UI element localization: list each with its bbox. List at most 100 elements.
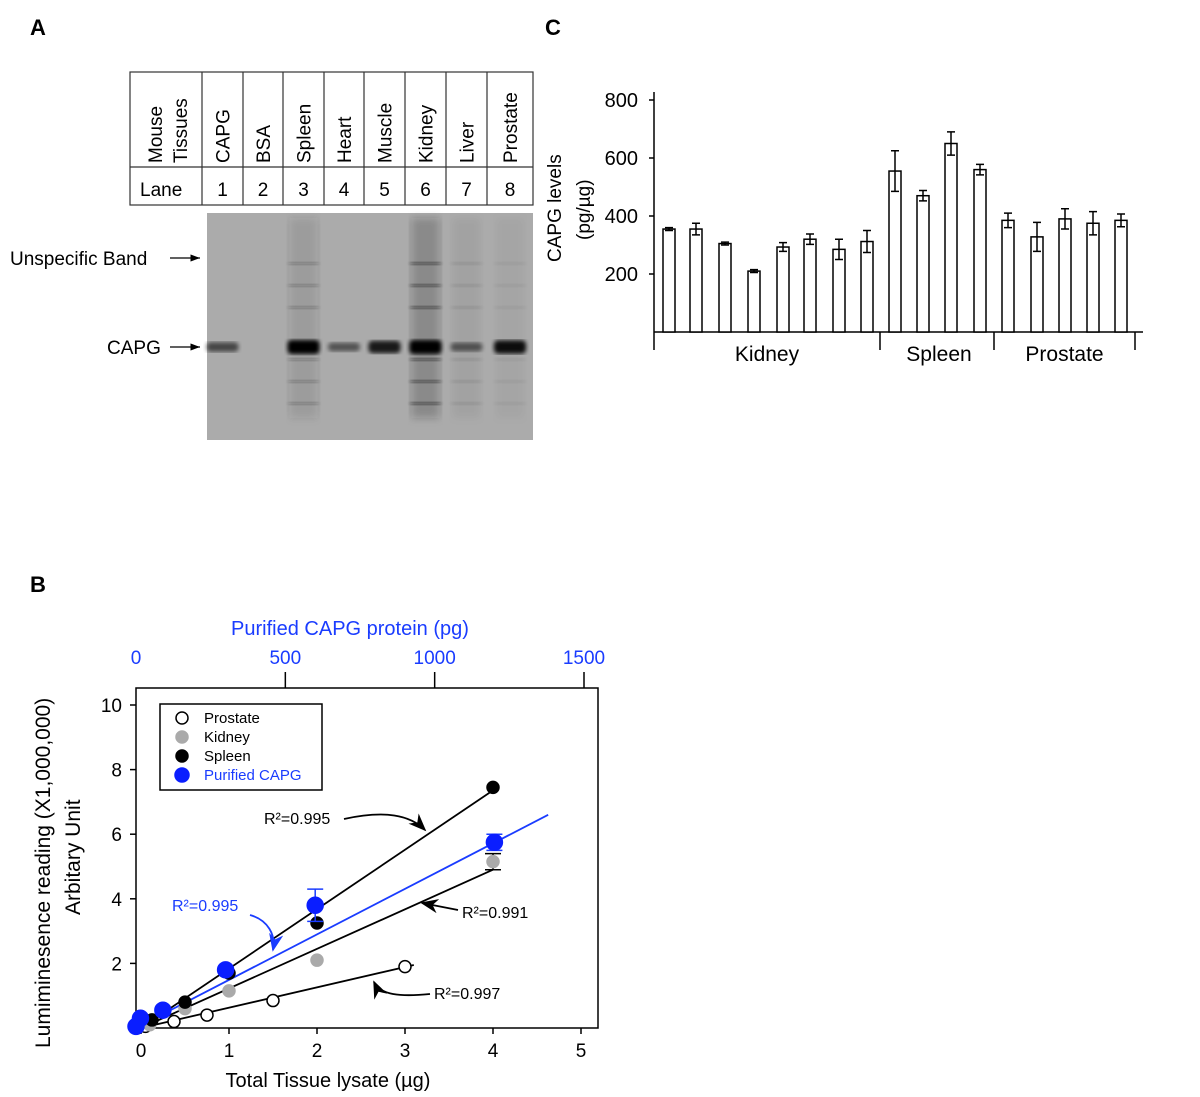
b-x2-tick-label: 0: [131, 648, 142, 669]
b-point-purified-capg: [154, 1001, 172, 1019]
b-y-tick-label: 4: [111, 890, 122, 911]
legend-label: Prostate: [204, 710, 260, 727]
b-annotation-arrow-icon: [420, 899, 459, 914]
c-bar: [832, 248, 846, 333]
c-y-tick-label: 200: [605, 264, 638, 286]
b-plot-frame: [135, 687, 599, 1029]
b-x-tick-label: 4: [488, 1041, 499, 1062]
b-x-tick-label: 2: [312, 1041, 323, 1062]
b-x-tick-label: 0: [136, 1041, 147, 1062]
blot-minor-band: [495, 306, 525, 309]
c-bar: [1001, 219, 1015, 333]
b-r2-annotation: R²=0.997: [434, 986, 500, 1003]
lane-tissue-label: CAPG: [214, 109, 235, 163]
western-blot-image: [206, 213, 533, 440]
blot-minor-band: [410, 380, 441, 383]
blot-minor-band: [451, 380, 482, 383]
capg-band-label: CAPG: [107, 338, 161, 359]
blot-minor-band: [451, 262, 482, 265]
c-y-tick-label: 800: [605, 90, 638, 112]
blot-minor-band: [495, 284, 525, 287]
legend-marker: [175, 711, 189, 725]
c-bar: [1058, 218, 1072, 333]
c-error-bar: [665, 226, 673, 232]
lane-number: 3: [298, 180, 309, 201]
c-ylabel-1: CAPG levels: [545, 154, 566, 262]
lane-tissue-label: Spleen: [295, 104, 316, 163]
bar-chart-capg-levels: CAPG levels (pg/µg) 200 400 600 800 Kidney Sp…: [545, 90, 1143, 366]
b-x2-tick-label: 1500: [563, 648, 605, 669]
c-group-label: Spleen: [906, 343, 971, 366]
b-point-kidney: [486, 854, 500, 869]
blot-minor-band: [288, 380, 319, 383]
b-x-tick-label: 1: [224, 1041, 235, 1062]
header-tissues: Tissues: [171, 98, 192, 163]
b-point-prostate: [167, 1014, 181, 1029]
b-point-prostate: [266, 993, 280, 1008]
lane-tissue-label: Kidney: [417, 104, 438, 163]
blot-smear: [452, 218, 481, 418]
c-error-bar: [692, 222, 700, 236]
b-x2-tick-label: 500: [269, 648, 301, 669]
c-bar: [944, 142, 958, 333]
b-point-purified-capg: [485, 833, 504, 852]
lane-tissue-label: Muscle: [376, 103, 397, 163]
blot-minor-band: [410, 402, 441, 405]
unspecific-band-label: Unspecific Band: [10, 249, 147, 270]
lane-tissue-label: Heart: [335, 116, 356, 163]
c-bar: [888, 170, 902, 333]
b-ylabel-2: Arbitary Unit: [62, 799, 85, 915]
lane-number: 2: [258, 180, 269, 201]
c-error-bar: [835, 238, 843, 261]
blot-minor-band: [288, 358, 319, 361]
blot-smear: [411, 218, 440, 418]
lane-number: 8: [505, 180, 516, 201]
blot-smear: [289, 218, 318, 418]
b-point-prostate: [398, 959, 412, 974]
c-y-tick-label: 600: [605, 148, 638, 170]
c-bar: [776, 246, 790, 333]
header-mouse: Mouse: [146, 106, 167, 163]
c-error-bar: [779, 241, 787, 253]
legend-marker: [175, 730, 189, 744]
b-y-tick-label: 10: [101, 696, 122, 717]
legend-label: Spleen: [204, 748, 251, 765]
lane-number: 4: [339, 180, 350, 201]
b-point-spleen: [486, 780, 500, 795]
blot-minor-band: [451, 306, 482, 309]
b-x-tick-label: 5: [576, 1041, 587, 1062]
blot-minor-band: [451, 402, 482, 405]
c-error-bar: [806, 233, 814, 246]
c-error-bar: [1117, 213, 1125, 228]
b-r2-annotation: R²=0.995: [172, 898, 238, 915]
c-error-bar: [919, 189, 927, 202]
c-bar: [662, 228, 676, 333]
lane-tissue-label: Liver: [458, 121, 479, 163]
c-group-label: Kidney: [735, 343, 800, 366]
c-error-bar: [750, 268, 758, 274]
b-r2-annotation: R²=0.995: [264, 811, 330, 828]
lane-tissue-label: BSA: [254, 125, 275, 163]
lane-label: Lane: [140, 180, 182, 201]
c-bar: [916, 194, 930, 333]
c-ylabel-2: (pg/µg): [574, 179, 595, 240]
blot-minor-band: [495, 262, 525, 265]
blot-minor-band: [288, 284, 319, 287]
b-annotation-arrow-icon: [373, 980, 431, 1000]
legend-label: Kidney: [204, 729, 250, 746]
c-bar: [689, 228, 703, 333]
c-error-bar: [1089, 210, 1097, 236]
blot-minor-band: [288, 262, 319, 265]
c-error-bar: [891, 150, 899, 193]
b-x2label: Purified CAPG protein (pg): [231, 618, 469, 640]
c-error-bar: [721, 241, 729, 246]
b-ylabel-1: Lumiminesence reading (X1,000,000): [32, 698, 55, 1048]
b-point-spleen: [178, 995, 192, 1009]
c-bar: [973, 168, 987, 333]
b-x-tick-label: 3: [400, 1041, 411, 1062]
c-error-bar: [976, 163, 984, 176]
blot-minor-band: [451, 358, 482, 361]
blot-capg-band: [287, 340, 320, 354]
lane-number: 1: [217, 180, 228, 201]
lane-tissue-label: Prostate: [501, 92, 522, 163]
